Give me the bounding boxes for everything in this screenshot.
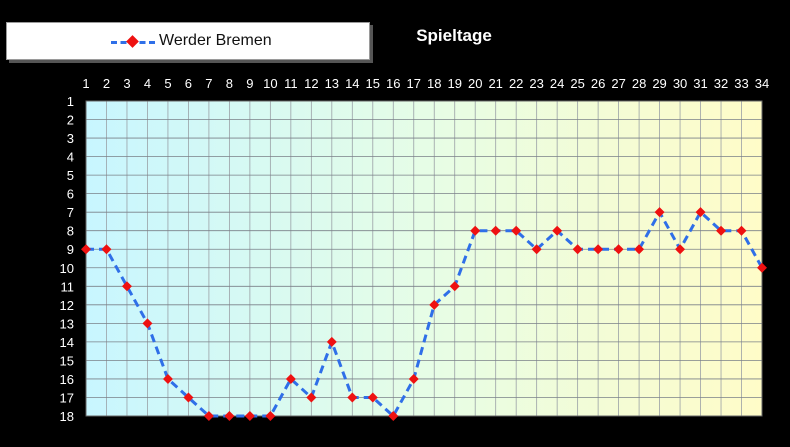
- data-point-marker: [572, 244, 583, 255]
- x-tick-label: 2: [103, 76, 110, 91]
- data-point-marker: [121, 281, 132, 292]
- x-tick-label: 16: [386, 76, 400, 91]
- x-tick-label: 12: [304, 76, 318, 91]
- data-point-marker: [675, 244, 686, 255]
- x-tick-label: 14: [345, 76, 359, 91]
- data-point-marker: [511, 225, 522, 236]
- data-point-marker: [162, 373, 173, 384]
- data-point-marker: [429, 299, 440, 310]
- y-tick-label: 18: [60, 409, 74, 424]
- data-point-marker: [306, 392, 317, 403]
- data-point-marker: [613, 244, 624, 255]
- data-point-marker: [716, 225, 727, 236]
- x-tick-label: 15: [366, 76, 380, 91]
- data-point-marker: [490, 225, 501, 236]
- y-tick-label: 13: [60, 316, 74, 331]
- y-tick-label: 6: [67, 187, 74, 202]
- y-tick-label: 11: [61, 279, 75, 294]
- data-point-marker: [326, 336, 337, 347]
- data-point-marker: [101, 244, 112, 255]
- data-point-marker: [757, 262, 767, 273]
- data-point-marker: [367, 392, 378, 403]
- data-point-marker: [203, 411, 214, 421]
- data-point-marker: [224, 411, 235, 421]
- y-tick-label: 8: [67, 224, 74, 239]
- y-tick-label: 14: [60, 335, 74, 350]
- x-tick-label: 8: [226, 76, 233, 91]
- x-tick-label: 9: [246, 76, 253, 91]
- x-tick-label: 26: [591, 76, 605, 91]
- y-tick-label: 9: [67, 242, 74, 257]
- x-tick-label: 20: [468, 76, 482, 91]
- x-tick-label: 24: [550, 76, 564, 91]
- plot-area: [86, 101, 762, 416]
- x-tick-label: 17: [407, 76, 421, 91]
- data-point-marker: [695, 207, 706, 218]
- x-tick-label: 33: [734, 76, 748, 91]
- legend: Werder Bremen: [6, 22, 370, 60]
- data-point-marker: [142, 318, 153, 329]
- legend-label-werder-bremen: Werder Bremen: [159, 32, 272, 49]
- data-point-marker: [347, 392, 358, 403]
- x-tick-label: 1: [82, 76, 89, 91]
- x-tick-label: 18: [427, 76, 441, 91]
- x-tick-label: 30: [673, 76, 687, 91]
- data-point-marker: [470, 225, 481, 236]
- x-tick-label: 7: [205, 76, 212, 91]
- data-point-marker: [449, 281, 460, 292]
- plot-border: [85, 100, 763, 417]
- data-point-marker: [634, 244, 645, 255]
- x-tick-label: 28: [632, 76, 646, 91]
- x-tick-label: 22: [509, 76, 523, 91]
- y-tick-label: 17: [60, 390, 74, 405]
- data-point-marker: [244, 411, 255, 421]
- data-point-marker: [736, 225, 747, 236]
- x-tick-label: 23: [529, 76, 543, 91]
- x-tick-label: 4: [144, 76, 151, 91]
- data-point-marker: [285, 373, 296, 384]
- series-line-werder-bremen: [86, 210, 764, 418]
- y-tick-label: 7: [67, 205, 74, 220]
- x-tick-label: 27: [611, 76, 625, 91]
- x-tick-label: 29: [652, 76, 666, 91]
- data-point-marker: [654, 207, 665, 218]
- y-tick-label: 5: [67, 168, 74, 183]
- data-point-marker: [388, 411, 399, 421]
- x-tick-label: 31: [693, 76, 707, 91]
- x-tick-label: 13: [325, 76, 339, 91]
- x-tick-label: 10: [263, 76, 277, 91]
- x-tick-label: 5: [164, 76, 171, 91]
- x-tick-label: 19: [447, 76, 461, 91]
- data-point-marker: [593, 244, 604, 255]
- y-tick-label: 15: [60, 353, 74, 368]
- y-tick-label: 3: [67, 131, 74, 146]
- y-tick-label: 16: [60, 372, 74, 387]
- x-tick-label: 21: [488, 76, 502, 91]
- x-tick-label: 11: [284, 76, 298, 91]
- x-tick-label: 3: [123, 76, 130, 91]
- y-tick-label: 1: [67, 94, 74, 109]
- x-tick-label: 34: [755, 76, 769, 91]
- data-point-marker: [265, 411, 276, 421]
- x-tick-label: 6: [185, 76, 192, 91]
- data-point-marker: [408, 373, 419, 384]
- y-tick-label: 4: [67, 150, 74, 165]
- data-point-marker: [183, 392, 194, 403]
- y-tick-label: 2: [67, 113, 74, 128]
- data-point-marker: [531, 244, 542, 255]
- chart-title: Spieltage: [416, 26, 492, 45]
- x-tick-label: 32: [714, 76, 728, 91]
- data-point-marker: [81, 244, 91, 255]
- data-point-marker: [552, 225, 563, 236]
- x-tick-label: 25: [570, 76, 584, 91]
- y-tick-label: 10: [60, 261, 74, 276]
- y-tick-label: 12: [60, 298, 74, 313]
